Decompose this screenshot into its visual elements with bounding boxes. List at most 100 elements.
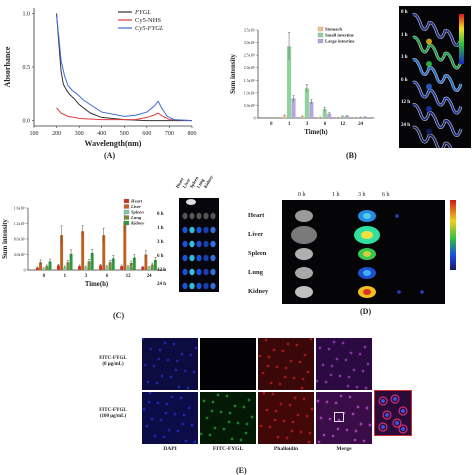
cell-dot xyxy=(357,406,360,409)
organ-control xyxy=(295,248,313,260)
y-axis-title: Absorbance xyxy=(3,46,12,87)
cell-dot xyxy=(174,413,177,416)
x-axis-title: Time(h) xyxy=(304,129,327,136)
organ-blob xyxy=(210,255,215,261)
organ-row-label-liver: Liver xyxy=(248,231,263,238)
cell-dot xyxy=(177,430,180,433)
cell-dot xyxy=(176,360,179,363)
zoom-nucleus xyxy=(395,421,399,425)
cell-dot xyxy=(243,406,246,409)
y-tick-label: 2.0x10⁶ xyxy=(244,66,256,70)
cell-dot xyxy=(229,412,232,415)
cell-dot xyxy=(153,365,156,368)
cell-dot xyxy=(217,394,220,397)
hotspot xyxy=(426,61,432,67)
cell-dot xyxy=(220,411,223,414)
organ-top xyxy=(186,199,196,205)
organ-row-label-kidney: Kidney xyxy=(248,288,268,295)
cell-dot xyxy=(297,414,300,417)
cell-dot xyxy=(302,378,305,381)
y-tick-label: 8.0x10⁵ xyxy=(14,238,26,242)
organ-blob xyxy=(196,255,201,261)
cell-dot xyxy=(287,343,290,346)
cell-dot xyxy=(365,387,368,390)
panel-label-d: (D) xyxy=(360,307,371,316)
cell-dot xyxy=(336,358,339,361)
cell-dot xyxy=(277,436,280,439)
cell-dot xyxy=(237,422,240,425)
legend-swatch xyxy=(124,199,129,203)
hotspot xyxy=(426,106,432,112)
cell-dot xyxy=(182,423,185,426)
cell-dot xyxy=(347,385,350,388)
cell-dot xyxy=(164,342,167,345)
zoom-nucleus xyxy=(381,399,385,403)
legend-label: Lung xyxy=(130,215,142,220)
x-tick-label: 0 xyxy=(43,274,46,279)
y-tick-label: 0 xyxy=(254,117,256,121)
zoom-nucleus xyxy=(393,397,397,401)
micrograph-r0-c2 xyxy=(258,338,314,390)
micrograph-col-label-0: DAPI xyxy=(142,446,198,452)
panel-label-a: (A) xyxy=(104,151,115,160)
cell-dot xyxy=(296,344,299,347)
cell-dot xyxy=(299,361,302,364)
micrograph-col-label-3: Merge xyxy=(316,446,372,452)
cell-dot xyxy=(317,400,320,403)
cell-dot xyxy=(193,371,196,374)
cell-dot xyxy=(326,401,329,404)
cell-dot xyxy=(291,430,294,433)
cell-dot xyxy=(183,414,186,417)
organ-control xyxy=(291,226,317,244)
cell-dot xyxy=(306,415,309,418)
x-tick-label: 12 xyxy=(126,274,131,279)
hotspot xyxy=(426,129,432,135)
cell-dot xyxy=(246,423,249,426)
cell-dot xyxy=(275,410,278,413)
organ-blob xyxy=(210,283,215,289)
cell-dot xyxy=(266,409,269,412)
organ-blob xyxy=(210,241,215,247)
cell-dot xyxy=(263,392,266,394)
bar xyxy=(309,102,313,118)
cell-dot xyxy=(364,346,367,349)
x-tick-label: 200 xyxy=(52,131,61,137)
cell-dot xyxy=(142,338,144,340)
y-tick-label: 1.6x10⁶ xyxy=(14,207,26,211)
legend-label: Kidney xyxy=(130,221,145,226)
organ-row-label-spleen: Spleen xyxy=(248,250,266,257)
cell-dot xyxy=(339,375,342,378)
x-tick-label: 400 xyxy=(97,131,106,137)
organ-control xyxy=(295,267,313,279)
y-tick-label: 0.5 xyxy=(23,65,31,71)
panel-label-c: (C) xyxy=(113,311,124,320)
legend-swatch xyxy=(124,205,129,209)
micrograph-r1-c1 xyxy=(200,392,256,444)
organ-1h-core xyxy=(363,270,371,276)
intestine-intensity-chart: 05.0x10⁵1.0x10⁶1.5x10⁶2.0x10⁶2.5x10⁶3.0x… xyxy=(228,22,378,140)
x-tick-label: 12 xyxy=(340,122,345,127)
cell-dot xyxy=(286,437,289,440)
cell-dot xyxy=(346,429,349,432)
micrograph-r1-c3 xyxy=(316,392,372,444)
zoom-detail-image xyxy=(374,390,412,436)
colorbar-b xyxy=(459,14,464,64)
time-label-3: 6 h xyxy=(401,78,408,83)
organ-blob xyxy=(196,241,201,247)
cell-dot xyxy=(149,392,152,394)
cell-dot xyxy=(319,347,322,350)
cell-dot xyxy=(333,341,336,344)
y-tick-label: 1.2x10⁶ xyxy=(14,222,26,226)
cell-dot xyxy=(359,353,362,356)
organ-blob xyxy=(189,255,194,261)
cell-dot xyxy=(282,350,285,353)
cell-dot xyxy=(318,441,321,444)
cell-dot xyxy=(185,440,188,443)
cell-dot xyxy=(289,404,292,407)
cell-dot xyxy=(323,434,326,437)
cell-dot xyxy=(144,364,147,367)
cell-dot xyxy=(310,338,313,340)
